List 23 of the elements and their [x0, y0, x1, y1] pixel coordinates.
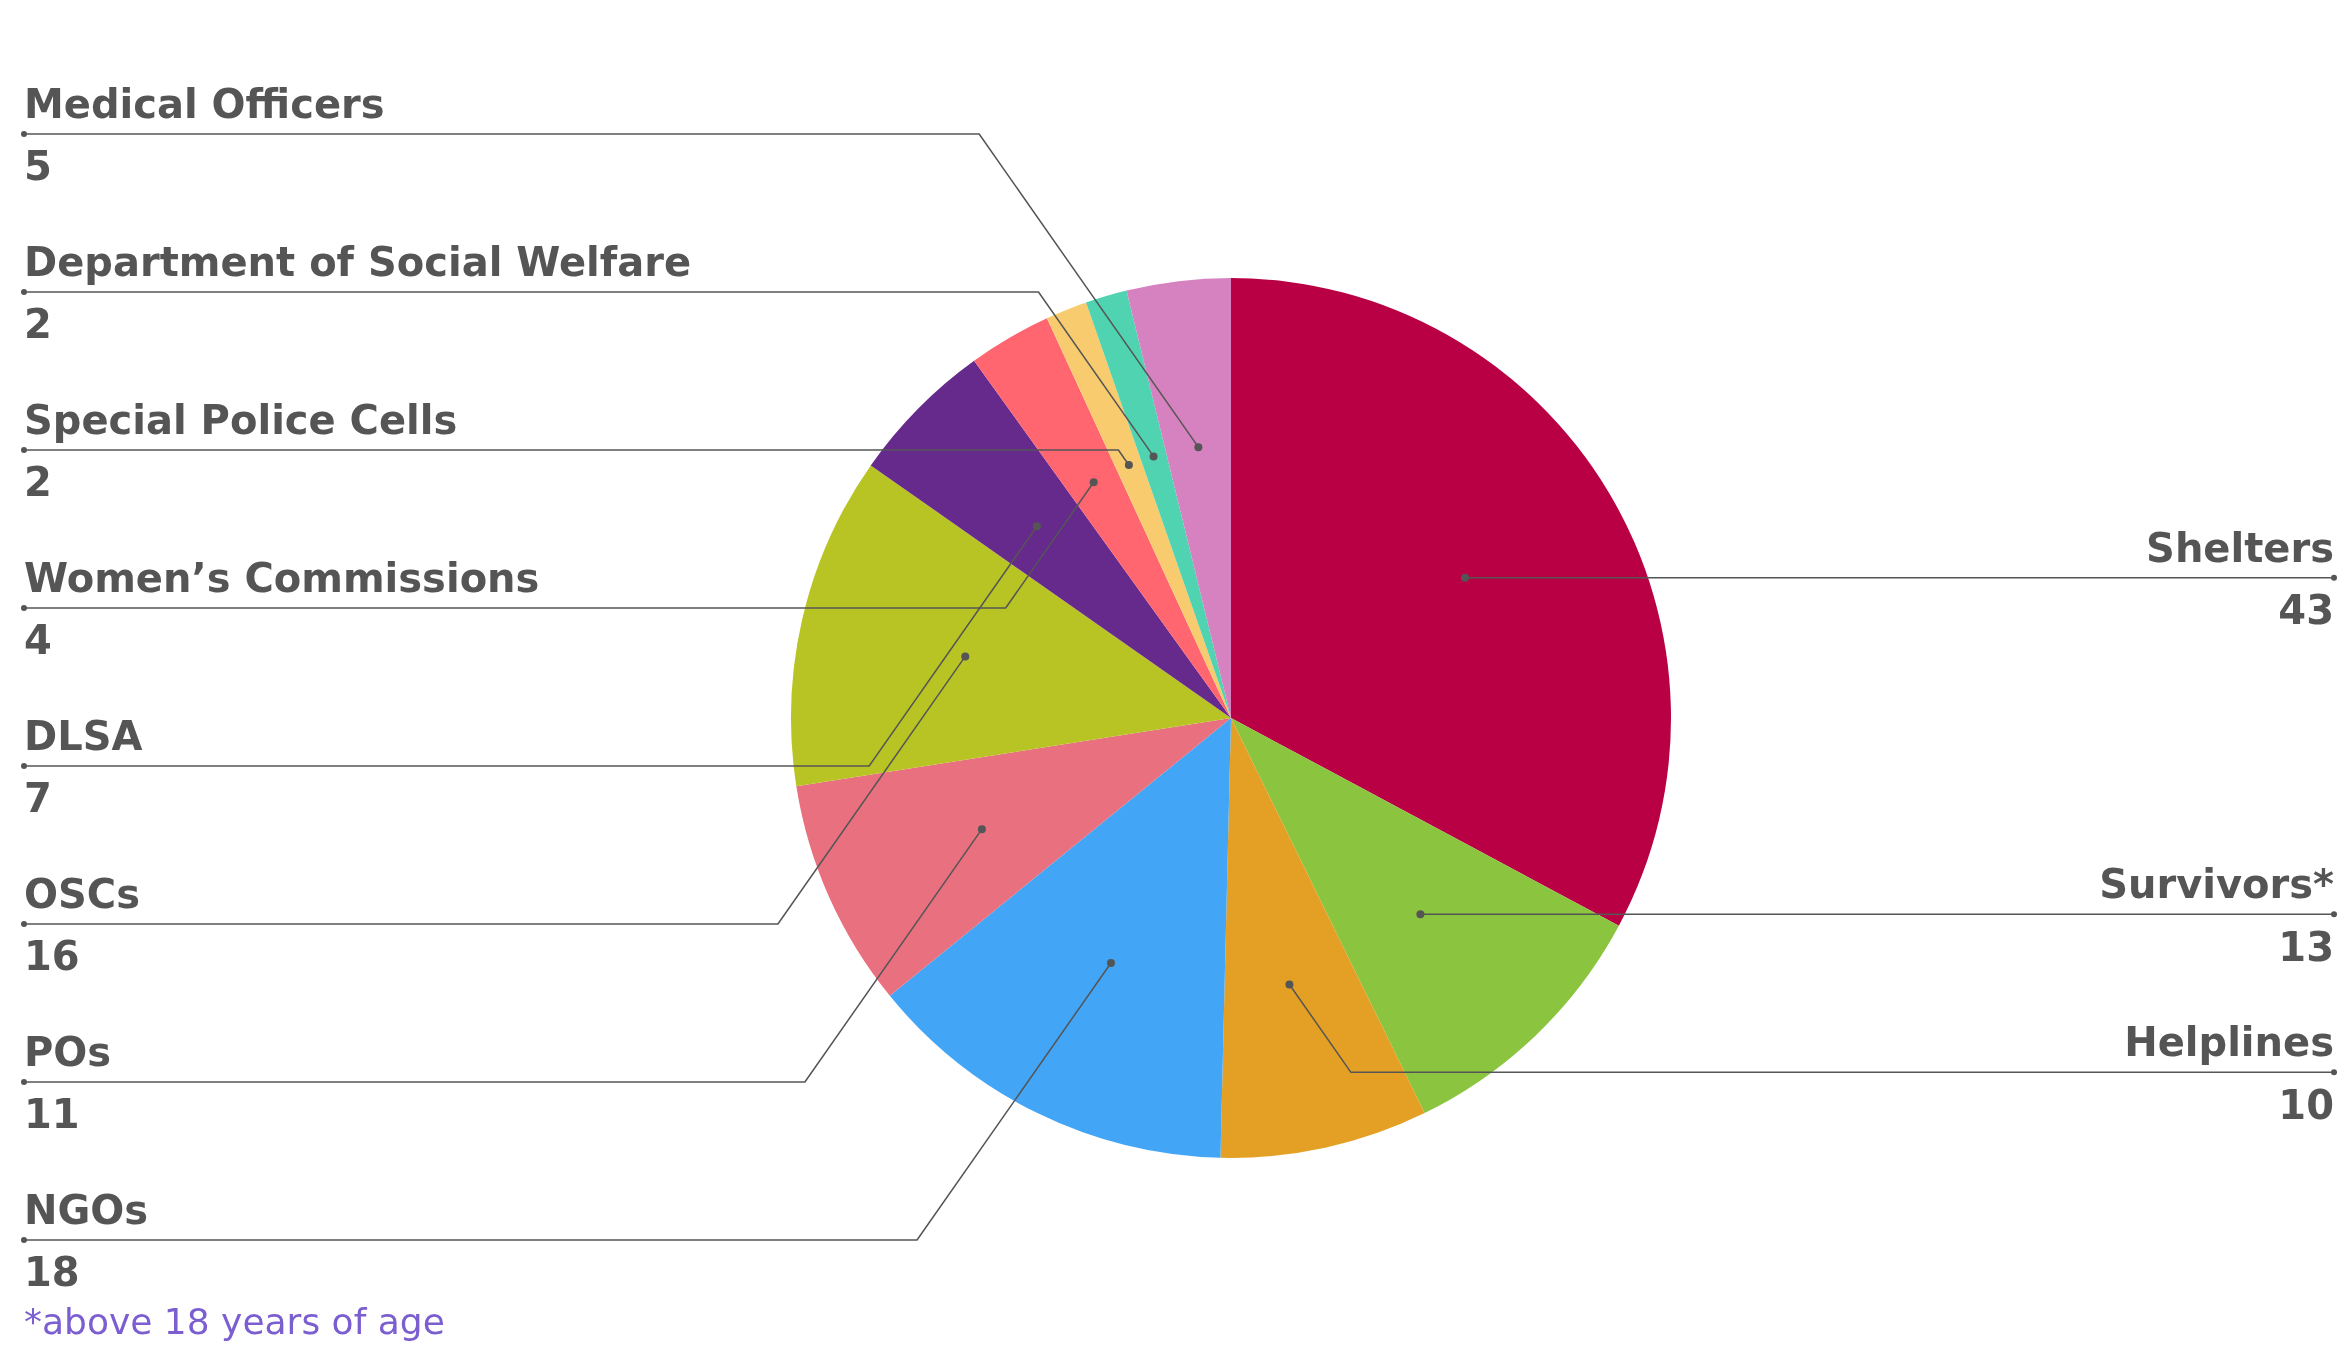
slice-label: Medical Officers: [24, 81, 385, 127]
slice-label: OSCs: [24, 871, 140, 917]
text: *above 18 years of age: [24, 1301, 445, 1342]
data-label: 16: [24, 933, 80, 980]
data-label: 4: [24, 617, 52, 664]
data-label: 5: [24, 143, 52, 190]
slice-label: POs: [24, 1029, 112, 1075]
slice-label: Special Police Cells: [24, 397, 458, 443]
data-label: 18: [24, 1249, 80, 1296]
slice-label: Shelters: [2146, 524, 2334, 571]
slice-label: Department of Social Welfare: [24, 239, 692, 285]
data-label: 13: [2278, 923, 2334, 970]
slice-label: Women’s Commissions: [24, 555, 540, 601]
slice-label: NGOs: [24, 1187, 149, 1233]
slice-label: Survivors*: [2099, 861, 2335, 908]
data-label: 11: [24, 1091, 80, 1138]
data-label: 2: [24, 301, 52, 348]
data-label: 2: [24, 459, 52, 506]
data-label: 7: [24, 775, 52, 822]
slice-label: DLSA: [24, 713, 143, 759]
data-label: 43: [2278, 587, 2334, 634]
data-label: 10: [2278, 1081, 2334, 1128]
slice-label: Helplines: [2124, 1019, 2334, 1066]
